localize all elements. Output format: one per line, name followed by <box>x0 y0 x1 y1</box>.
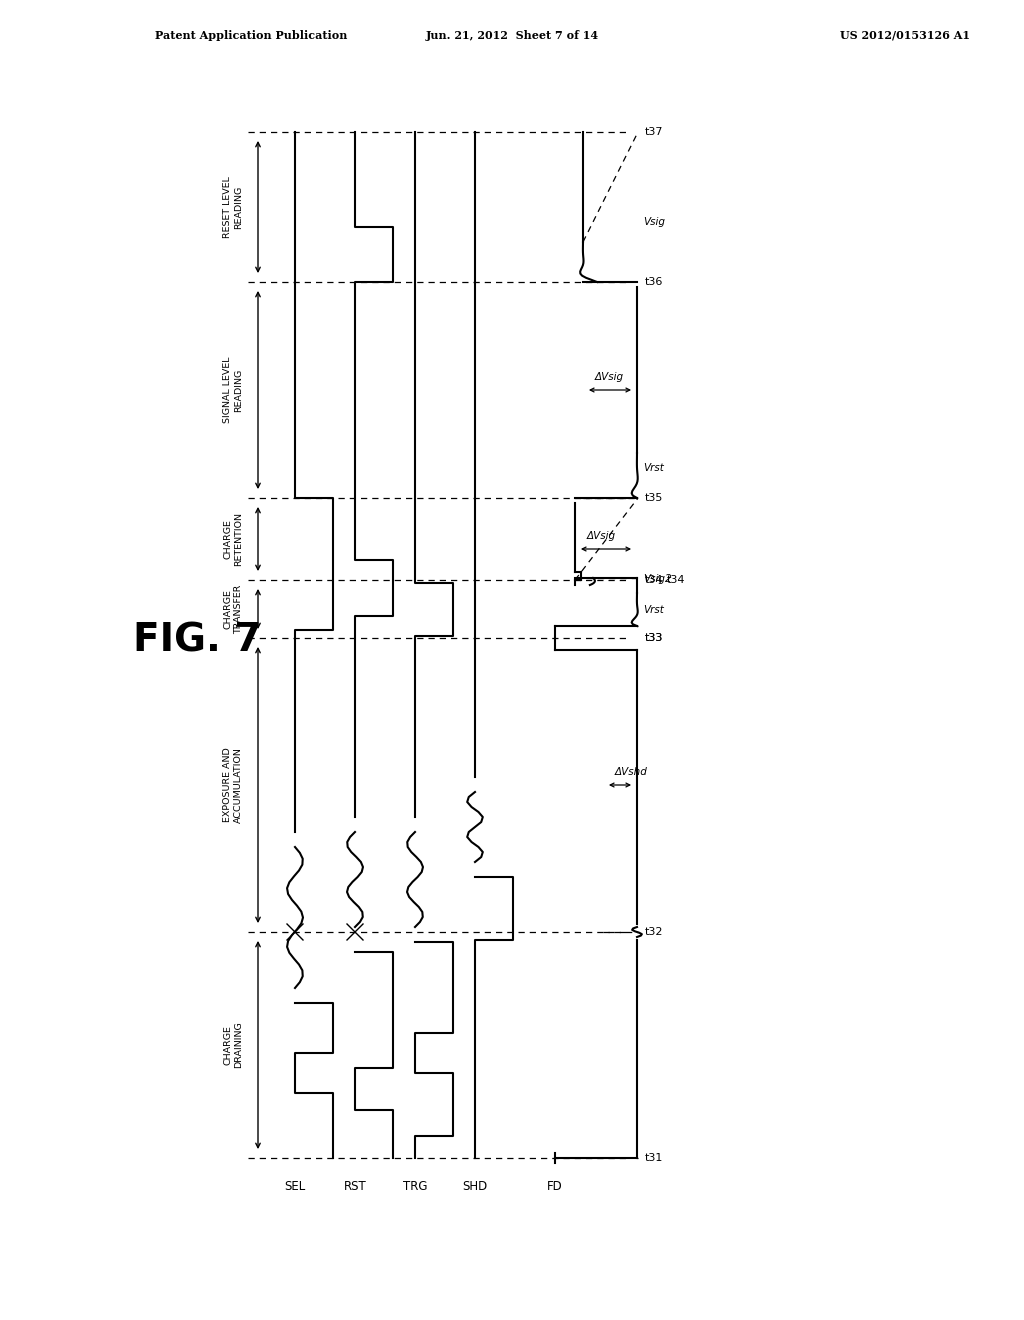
Text: SIGNAL LEVEL
READING: SIGNAL LEVEL READING <box>223 356 243 424</box>
Text: t34: t34 <box>645 576 664 585</box>
Text: t37: t37 <box>645 127 664 137</box>
Text: Vsig2: Vsig2 <box>643 574 672 583</box>
Text: SHD: SHD <box>463 1180 487 1193</box>
Text: t36: t36 <box>645 277 664 286</box>
Text: t33: t33 <box>645 634 664 643</box>
Text: t31: t31 <box>645 1152 664 1163</box>
Text: Vrst: Vrst <box>643 463 664 473</box>
Text: CHARGE
TRANSFER: CHARGE TRANSFER <box>223 585 243 634</box>
Text: Vsig: Vsig <box>643 216 665 227</box>
Text: FD: FD <box>547 1180 563 1193</box>
Text: ΔVsig: ΔVsig <box>587 531 616 541</box>
Text: FIG. 7: FIG. 7 <box>133 620 261 659</box>
Text: ΔVshd: ΔVshd <box>615 767 648 777</box>
Text: SEL: SEL <box>285 1180 305 1193</box>
Text: ΔVsig: ΔVsig <box>595 372 624 381</box>
Text: CHARGE
DRAINING: CHARGE DRAINING <box>223 1022 243 1068</box>
Text: t34: t34 <box>667 576 685 585</box>
Text: TRG: TRG <box>402 1180 427 1193</box>
Text: Vrst: Vrst <box>643 605 664 615</box>
Text: Patent Application Publication: Patent Application Publication <box>155 30 347 41</box>
Text: RESET LEVEL
READING: RESET LEVEL READING <box>223 176 243 238</box>
Text: t33: t33 <box>645 634 664 643</box>
Text: t32: t32 <box>645 927 664 937</box>
Text: t35: t35 <box>645 492 664 503</box>
Text: EXPOSURE AND
ACCUMULATION: EXPOSURE AND ACCUMULATION <box>223 747 243 822</box>
Text: CHARGE
RETENTION: CHARGE RETENTION <box>223 512 243 566</box>
Text: Jun. 21, 2012  Sheet 7 of 14: Jun. 21, 2012 Sheet 7 of 14 <box>425 30 599 41</box>
Text: RST: RST <box>344 1180 367 1193</box>
Text: US 2012/0153126 A1: US 2012/0153126 A1 <box>840 30 970 41</box>
